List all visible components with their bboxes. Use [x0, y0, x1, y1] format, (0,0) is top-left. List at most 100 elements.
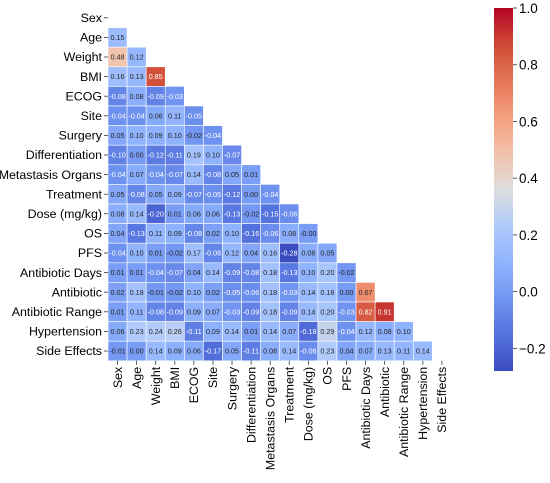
- cell-value-label: -0.04: [109, 111, 125, 120]
- cell-value-label: -0.03: [281, 288, 297, 297]
- cell-value-label: 0.09: [149, 131, 163, 140]
- cell-value-label: 0.01: [149, 249, 163, 258]
- y-tick-label-antibiotic-range: Antibiotic Range: [12, 305, 102, 319]
- x-tick-label-dose-mg-kg: Dose (mg/kg): [302, 367, 316, 441]
- cell-value-label: 0.09: [187, 307, 201, 316]
- y-axis-tick-labels: Sex Age Weight BMI ECOG Site Surgery Differenti…: [0, 11, 108, 358]
- cell-value-label: 0.15: [111, 33, 125, 42]
- cell-value-label: 0.18: [263, 268, 277, 277]
- cell-value-label: 0.10: [130, 131, 144, 140]
- cell-value-label: -0.12: [148, 151, 164, 160]
- cell-value-label: -0.03: [167, 92, 183, 101]
- cell-value-label: 0.01: [244, 327, 258, 336]
- cell-value-label: -0.07: [167, 170, 183, 179]
- cell-value-label: -0.04: [128, 111, 144, 120]
- cell-value-label: 0.14: [130, 209, 144, 218]
- cell-value-label: 0.18: [320, 288, 334, 297]
- cell-value-label: 0.20: [320, 268, 334, 277]
- cell-value-label: 0.08: [111, 209, 125, 218]
- cell-value-label: 0.11: [397, 347, 410, 356]
- cell-value-label: -0.12: [224, 190, 240, 199]
- colorbar-tick-label: 0.6: [519, 114, 538, 129]
- cell-value-label: 0.14: [187, 170, 201, 179]
- cell-value-label: 0.18: [263, 307, 277, 316]
- x-tick-label-antibiotic: Antibiotic: [378, 367, 392, 417]
- cell-value-label: -0.09: [281, 307, 297, 316]
- cell-value-label: -0.06: [300, 347, 316, 356]
- heatmap-cells: 0.150.48 0.120.16 0.13 0.85-0.08 0.08 -0.09 -0…: [107, 27, 433, 362]
- cell-value-label: -0.04: [205, 131, 221, 140]
- cell-value-label: -0.07: [186, 190, 202, 199]
- cell-value-label: 0.13: [378, 347, 392, 356]
- cell-value-label: -0.05: [205, 190, 221, 199]
- y-tick-label-hypertension: Hypertension: [29, 325, 102, 339]
- cell-value-label: 0.82: [359, 307, 373, 316]
- cell-value-label: 0.10: [301, 268, 315, 277]
- cell-value-label: -0.08: [128, 190, 144, 199]
- x-tick-label-differentiation: Differentiation: [244, 367, 258, 443]
- cell-value-label: 0.10: [168, 131, 182, 140]
- cell-value-label: -0.13: [128, 229, 144, 238]
- y-tick-label-antibiotic: Antibiotic: [52, 285, 102, 299]
- cell-value-label: 0.05: [320, 249, 334, 258]
- cell-value-label: 0.04: [244, 249, 258, 258]
- x-tick-label-bmi: BMI: [168, 367, 182, 389]
- cell-value-label: 0.67: [359, 288, 373, 297]
- x-tick-label-ecog: ECOG: [187, 367, 201, 404]
- cell-value-label: -0.17: [205, 347, 221, 356]
- cell-value-label: 0.85: [149, 72, 163, 81]
- cell-value-label: 0.06: [111, 327, 125, 336]
- cell-value-label: 0.00: [130, 151, 144, 160]
- cell-value-label: 0.10: [130, 249, 144, 258]
- cell-value-label: 0.10: [397, 327, 411, 336]
- colorbar-tick-label: 0.4: [519, 171, 538, 186]
- y-tick-label-os: OS: [84, 227, 102, 241]
- x-tick-label-side-effects: Side Effects: [435, 367, 449, 433]
- cell-value-label: -0.04: [109, 249, 125, 258]
- cell-value-label: 0.17: [187, 249, 201, 258]
- cell-value-label: 0.10: [206, 151, 220, 160]
- cell-value-label: -0.11: [167, 151, 183, 160]
- cell-value-label: -0.18: [300, 327, 316, 336]
- cell-value-label: 0.02: [111, 288, 125, 297]
- y-tick-label-treatment: Treatment: [46, 187, 103, 201]
- cell-value-label: 0.05: [111, 131, 125, 140]
- cell-value-label: 0.11: [149, 229, 162, 238]
- y-tick-label-dose-mg-kg: Dose (mg/kg): [28, 207, 102, 221]
- x-tick-label-os: OS: [321, 367, 335, 385]
- cell-value-label: -0.04: [262, 190, 278, 199]
- cell-value-label: 0.00: [130, 347, 144, 356]
- cell-value-label: 0.00: [340, 288, 354, 297]
- cell-value-label: 0.14: [263, 327, 277, 336]
- cell-value-label: 0.14: [301, 307, 315, 316]
- y-tick-label-ecog: ECOG: [66, 89, 103, 103]
- x-tick-label-treatment: Treatment: [283, 366, 297, 423]
- cell-value-label: -0.16: [243, 229, 259, 238]
- cell-value-label: 0.11: [130, 307, 143, 316]
- cell-value-label: 0.14: [225, 327, 239, 336]
- cell-value-label: 0.06: [187, 209, 201, 218]
- cell-value-label: -0.06: [281, 209, 297, 218]
- cell-value-label: 0.14: [301, 288, 315, 297]
- cell-value-label: -0.13: [281, 268, 297, 277]
- colorbar: 1.0 0.8 0.6 0.4 0.2 0.0 −0.2: [494, 1, 546, 371]
- x-tick-label-pfs: PFS: [340, 367, 354, 391]
- cell-value-label: 0.07: [359, 347, 373, 356]
- cell-value-label: 0.23: [320, 347, 334, 356]
- colorbar-gradient: [494, 8, 513, 371]
- cell-value-label: -0.09: [148, 92, 164, 101]
- cell-value-label: -0.07: [224, 151, 240, 160]
- cell-value-label: 0.18: [263, 288, 277, 297]
- y-tick-label-metastasis-organs: Metastasis Organs: [0, 168, 102, 182]
- cell-value-label: -0.20: [148, 209, 164, 218]
- cell-value-label: 0.01: [111, 307, 125, 316]
- cell-value-label: -0.02: [167, 249, 183, 258]
- cell-value-label: 0.14: [282, 347, 296, 356]
- y-tick-label-side-effects: Side Effects: [36, 344, 102, 358]
- x-tick-label-weight: Weight: [149, 366, 163, 405]
- cell-value-label: -0.02: [243, 209, 259, 218]
- cell-value-label: -0.09: [243, 307, 259, 316]
- cell-value-label: -0.15: [262, 209, 278, 218]
- cell-value-label: 0.05: [111, 190, 125, 199]
